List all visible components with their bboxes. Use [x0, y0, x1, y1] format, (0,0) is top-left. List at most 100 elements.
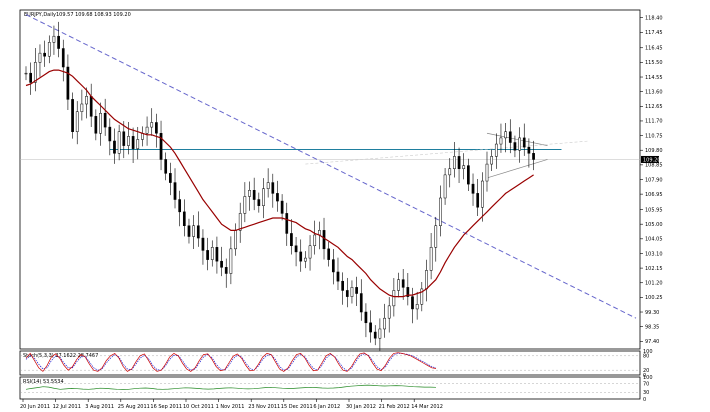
candle-body: [313, 234, 317, 247]
y-tick-label: 112.65: [645, 104, 663, 110]
x-tick-label: 25 Aug 2011: [118, 404, 150, 410]
candle-body: [117, 131, 121, 154]
triangle-lower: [486, 159, 548, 179]
candle-body: [248, 190, 251, 197]
candle-body: [518, 137, 521, 151]
stoch-tick-label: 80: [643, 354, 649, 360]
candle-body: [494, 143, 498, 157]
candle: [467, 158, 470, 192]
candle-body: [490, 156, 493, 165]
candle: [29, 62, 33, 95]
candle-body: [182, 211, 186, 226]
candle-body: [355, 287, 358, 294]
candle-body: [262, 188, 265, 206]
candle: [136, 126, 140, 160]
rsi-tick-label: 30: [643, 390, 649, 396]
y-tick-label: 108.85: [645, 163, 663, 169]
candle-body: [257, 199, 261, 206]
candle-body: [271, 182, 275, 194]
y-tick-label: 115.50: [645, 60, 663, 66]
candle-body: [345, 290, 349, 297]
candle: [406, 273, 410, 306]
candle: [345, 277, 349, 308]
y-tick-label: 106.95: [645, 192, 663, 198]
candle-body: [243, 196, 247, 214]
candle: [383, 303, 386, 338]
candle-body: [457, 156, 461, 169]
y-tick-label: 100.25: [645, 295, 663, 301]
candle-body: [299, 251, 303, 262]
candle-body: [397, 279, 400, 291]
trend-layer: [25, 14, 637, 319]
candle-body: [336, 271, 340, 282]
candle-body: [196, 225, 200, 239]
candle: [33, 48, 37, 92]
candle-body: [131, 136, 135, 149]
candle-body: [266, 182, 270, 189]
candle-body: [471, 183, 475, 194]
candle-body: [66, 66, 70, 100]
candle-body: [532, 153, 535, 160]
candle-body: [439, 197, 442, 226]
stoch-tick-label: 20: [643, 368, 649, 374]
candle: [490, 149, 493, 172]
candle: [159, 120, 163, 171]
candle-body: [485, 163, 489, 182]
price-y-axis: 118.40 117.45 116.45 115.50 114.55 113.60 112.…: [640, 16, 663, 345]
y-tick-label: 113.60: [645, 89, 663, 95]
candle: [248, 181, 251, 211]
candle-body: [387, 305, 391, 319]
candle-body: [476, 193, 480, 208]
y-tick-label: 116.45: [645, 46, 663, 52]
candle-body: [304, 257, 307, 262]
candle-body: [238, 213, 242, 231]
candle-body: [33, 62, 37, 83]
x-tick-label: 6 Jan 2012: [313, 404, 340, 410]
ma-layer: [25, 69, 534, 298]
candle: [522, 123, 526, 156]
stoch-tick-label: 0: [643, 373, 646, 379]
current-price-badge: 109.20: [641, 155, 661, 163]
candle-body: [504, 131, 507, 139]
candle: [387, 297, 391, 333]
candle-body: [453, 156, 456, 169]
candle-body: [467, 165, 470, 185]
candle-body: [145, 126, 149, 134]
y-tick-label: 111.70: [645, 119, 663, 125]
candle: [262, 178, 265, 219]
candle-body: [415, 304, 419, 310]
candle: [155, 113, 158, 148]
candle: [313, 220, 317, 255]
candle: [145, 116, 149, 146]
y-tick-label: 99.30: [645, 310, 659, 316]
candle: [66, 54, 70, 111]
candle: [532, 140, 535, 171]
candle: [471, 173, 475, 206]
y-tick-label: 105.00: [645, 222, 663, 228]
candle: [103, 98, 107, 136]
candle: [378, 318, 382, 351]
candle: [336, 257, 340, 290]
stoch-label: Stoch(5,3,3) 27.1622 28.7467: [23, 353, 98, 359]
candle: [331, 248, 335, 285]
candle: [201, 229, 205, 265]
candle-body: [71, 99, 74, 132]
rsi-label: RSI(14) 53.5534: [23, 379, 64, 385]
candle-body: [276, 193, 279, 202]
candle-body: [47, 42, 51, 57]
candle-body: [285, 213, 289, 234]
candle: [224, 258, 228, 288]
candle: [494, 133, 498, 169]
candle-body: [178, 199, 182, 213]
candle-body: [364, 311, 368, 324]
candle: [47, 35, 51, 64]
candle: [150, 108, 154, 136]
candle: [43, 40, 46, 67]
candle: [131, 127, 135, 164]
candle: [187, 218, 191, 244]
x-axis: 20 Jun 2011 12 Jul 2011 3 Aug 2011 25 Aug 2…: [20, 399, 443, 410]
channel-dashed-line: [305, 140, 590, 165]
trend-line: [25, 14, 637, 319]
